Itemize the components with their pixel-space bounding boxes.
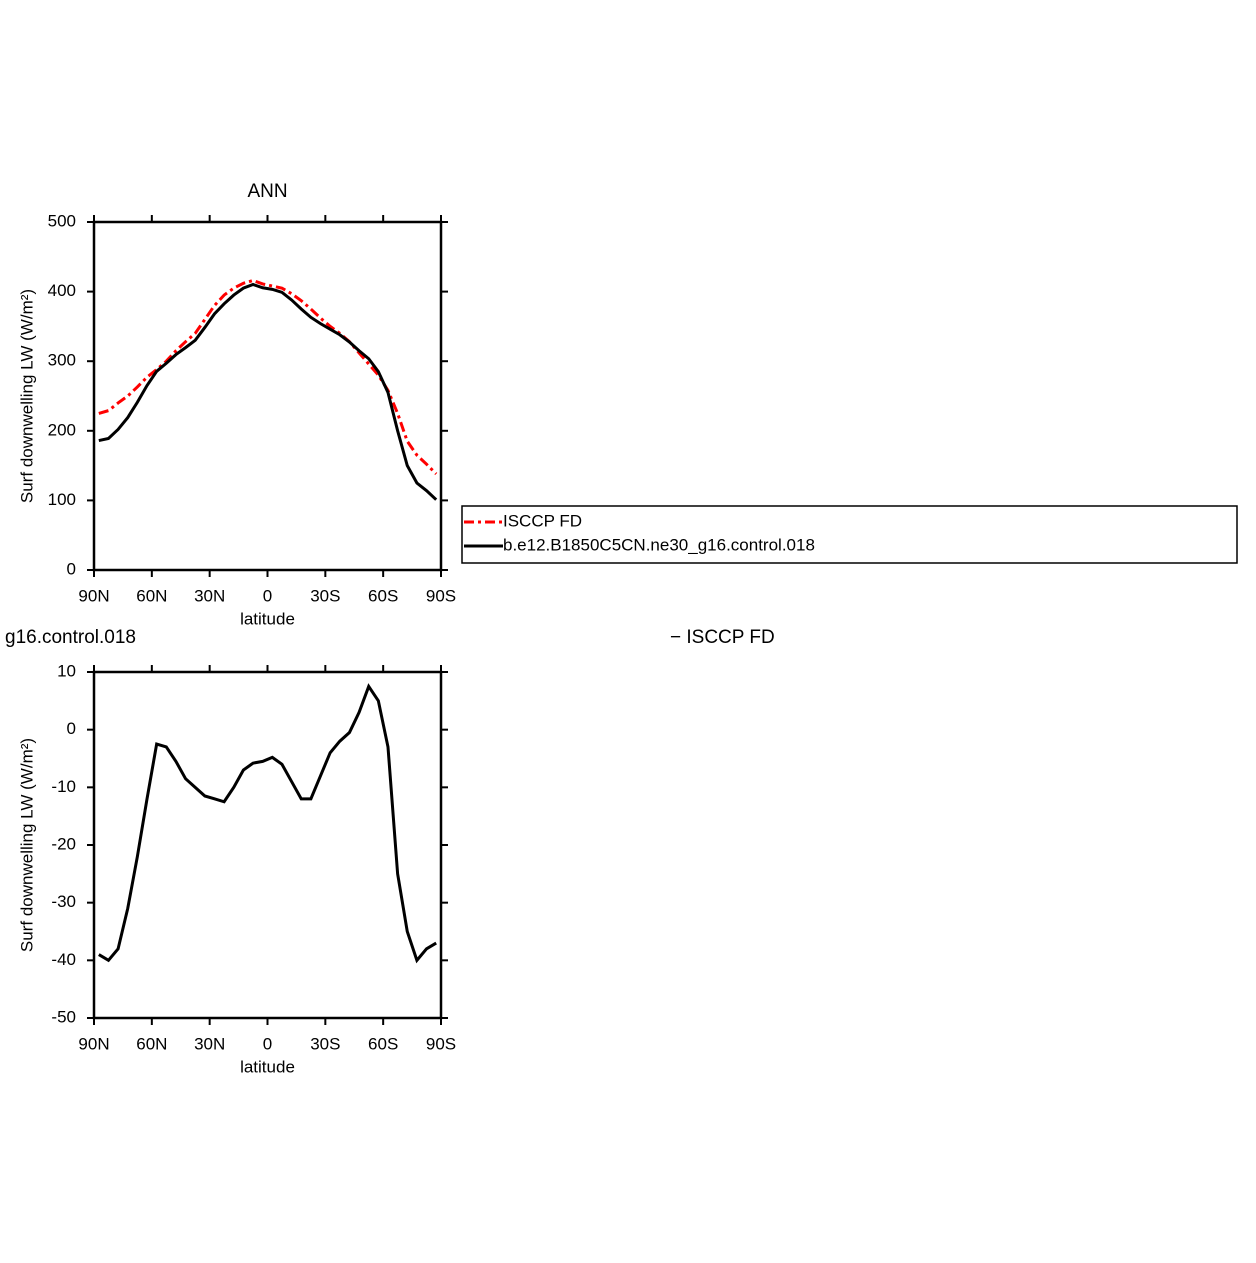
x-tick-label: 90S bbox=[426, 1034, 456, 1053]
y-tick-label: 300 bbox=[48, 351, 76, 370]
x-tick-label: 90N bbox=[78, 586, 109, 605]
y-tick-label: 0 bbox=[67, 719, 76, 738]
y-axis-label: Surf downwelling LW (W/m²) bbox=[17, 289, 36, 503]
x-tick-label: 60S bbox=[368, 1034, 398, 1053]
x-tick-label: 30S bbox=[310, 1034, 340, 1053]
y-tick-label: -50 bbox=[51, 1007, 76, 1026]
x-tick-label: 30S bbox=[310, 586, 340, 605]
x-tick-label: 60N bbox=[136, 1034, 167, 1053]
y-tick-label: 0 bbox=[67, 559, 76, 578]
x-axis-label: latitude bbox=[240, 609, 295, 628]
plot-frame bbox=[92, 670, 443, 1020]
y-tick-label: -10 bbox=[51, 777, 76, 796]
y-tick-label: 100 bbox=[48, 490, 76, 509]
x-tick-label: 30N bbox=[194, 1034, 225, 1053]
chart-title: ANN bbox=[247, 181, 287, 202]
x-tick-label: 60S bbox=[368, 586, 398, 605]
y-tick-label: -40 bbox=[51, 950, 76, 969]
x-tick-label: 90S bbox=[426, 586, 456, 605]
x-tick-label: 60N bbox=[136, 586, 167, 605]
data-line bbox=[98, 278, 438, 476]
x-tick-label: 0 bbox=[263, 586, 272, 605]
y-tick-label: 500 bbox=[48, 211, 76, 230]
y-tick-label: -30 bbox=[51, 892, 76, 911]
legend-box bbox=[461, 505, 1238, 564]
x-tick-label: 0 bbox=[263, 1034, 272, 1053]
y-axis-label: Surf downwelling LW (W/m²) bbox=[17, 738, 36, 952]
x-tick-label: 90N bbox=[78, 1034, 109, 1053]
chart-title: − ISCCP FD bbox=[670, 627, 775, 648]
y-tick-label: 200 bbox=[48, 420, 76, 439]
x-tick-label: 30N bbox=[194, 586, 225, 605]
y-tick-label: 400 bbox=[48, 281, 76, 300]
y-tick-label: -20 bbox=[51, 834, 76, 853]
y-tick-label: 10 bbox=[57, 661, 76, 680]
chart-title: g16.control.018 bbox=[5, 627, 136, 648]
x-axis-label: latitude bbox=[240, 1057, 295, 1076]
legend-label: b.e12.B1850C5CN.ne30_g16.control.018 bbox=[503, 535, 815, 554]
data-line bbox=[98, 683, 437, 964]
data-line bbox=[98, 282, 438, 501]
legend-label: ISCCP FD bbox=[503, 511, 582, 530]
